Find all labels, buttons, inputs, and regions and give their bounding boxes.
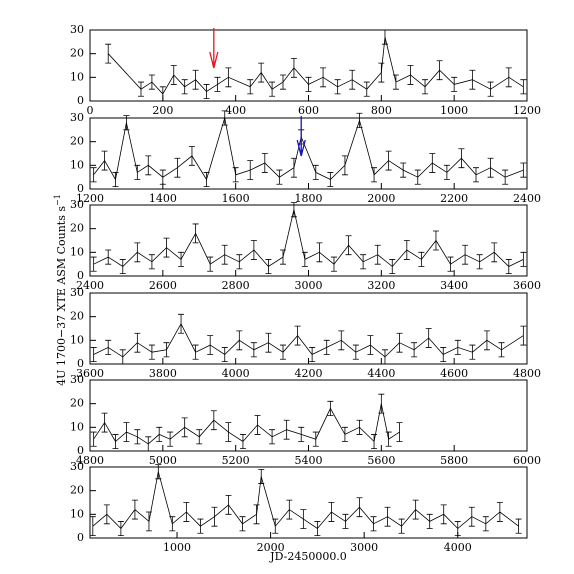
x-tick-label: 2600: [149, 279, 177, 292]
x-axis-label: JD-2450000.0: [269, 550, 347, 563]
x-tick-label: 1600: [222, 192, 250, 205]
y-tick-label: 0: [77, 182, 84, 195]
x-tick-label: 5600: [367, 454, 395, 467]
x-tick-label: 2000: [367, 192, 395, 205]
x-tick-label: 4600: [440, 367, 468, 380]
x-tick-label: 3000: [350, 541, 378, 554]
arrow: [296, 116, 306, 157]
plot-frame: [89, 466, 528, 539]
y-tick-label: 20: [70, 484, 84, 497]
light-curve: [93, 403, 400, 445]
x-tick-label: 400: [225, 104, 246, 117]
y-tick-label: 0: [77, 444, 84, 457]
plot-frame: [89, 379, 528, 452]
y-tick-label: 20: [70, 222, 84, 235]
x-tick-label: 3400: [440, 279, 468, 292]
plot-frame: [89, 204, 528, 277]
light-curve: [92, 471, 519, 530]
x-tick-label: 0: [87, 104, 94, 117]
y-tick-label: 10: [70, 420, 84, 433]
x-tick-label: 600: [298, 104, 319, 117]
x-tick-label: 1200: [513, 104, 541, 117]
x-tick-label: 5400: [295, 454, 323, 467]
x-tick-label: 4000: [222, 367, 250, 380]
x-tick-label: 1000: [163, 541, 191, 554]
x-tick-label: 4200: [295, 367, 323, 380]
y-tick-label: 10: [70, 333, 84, 346]
y-tick-label: 10: [70, 245, 84, 258]
y-axis-label: 4U 1700−37 XTE ASM Counts s−1: [53, 194, 68, 386]
y-tick-label: 30: [70, 198, 84, 211]
x-tick-label: 4800: [76, 454, 104, 467]
x-tick-label: 3800: [149, 367, 177, 380]
y-tick-label: 30: [70, 286, 84, 299]
x-tick-label: 6000: [513, 454, 541, 467]
y-tick-label: 30: [70, 373, 84, 386]
x-tick-label: 2200: [440, 192, 468, 205]
x-tick-label: 2400: [76, 279, 104, 292]
y-axis-label-exponent: −1: [53, 194, 62, 206]
x-tick-label: 3200: [367, 279, 395, 292]
x-tick-label: 1400: [149, 192, 177, 205]
y-tick-label: 30: [70, 111, 84, 124]
x-tick-label: 2000: [257, 541, 285, 554]
y-tick-label: 20: [70, 47, 84, 60]
x-tick-label: 4000: [444, 541, 472, 554]
x-tick-label: 1200: [76, 192, 104, 205]
y-tick-label: 10: [70, 507, 84, 520]
x-tick-label: 4800: [513, 367, 541, 380]
x-tick-label: 5200: [222, 454, 250, 467]
x-tick-label: 3600: [513, 279, 541, 292]
x-tick-label: 5000: [149, 454, 177, 467]
y-tick-label: 0: [77, 531, 84, 544]
y-tick-label: 20: [70, 397, 84, 410]
y-tick-label: 30: [70, 23, 84, 36]
y-tick-label: 10: [70, 70, 84, 83]
error-bar: [396, 422, 403, 442]
x-tick-label: 2800: [222, 279, 250, 292]
x-tick-label: 1800: [295, 192, 323, 205]
x-tick-label: 800: [371, 104, 392, 117]
y-tick-label: 20: [70, 310, 84, 323]
y-tick-label: 10: [70, 158, 84, 171]
y-tick-label: 0: [77, 357, 84, 370]
light-curve: [93, 322, 524, 358]
light-curve: [107, 37, 524, 95]
error-bar: [105, 43, 112, 64]
x-tick-label: 3600: [76, 367, 104, 380]
y-tick-label: 30: [70, 460, 84, 473]
x-tick-label: 200: [152, 104, 173, 117]
light-curve: [93, 117, 524, 181]
arrow: [209, 28, 219, 69]
x-tick-label: 1000: [440, 104, 468, 117]
x-tick-label: 2400: [513, 192, 541, 205]
light-curve: [93, 209, 524, 268]
plot-frame: [89, 292, 528, 365]
y-tick-label: 20: [70, 135, 84, 148]
y-axis-label-text: 4U 1700−37 XTE ASM Counts s: [55, 206, 68, 386]
x-tick-label: 3000: [295, 279, 323, 292]
y-tick-label: 0: [77, 269, 84, 282]
x-tick-label: 4400: [367, 367, 395, 380]
y-tick-label: 0: [77, 94, 84, 107]
x-tick-label: 5800: [440, 454, 468, 467]
